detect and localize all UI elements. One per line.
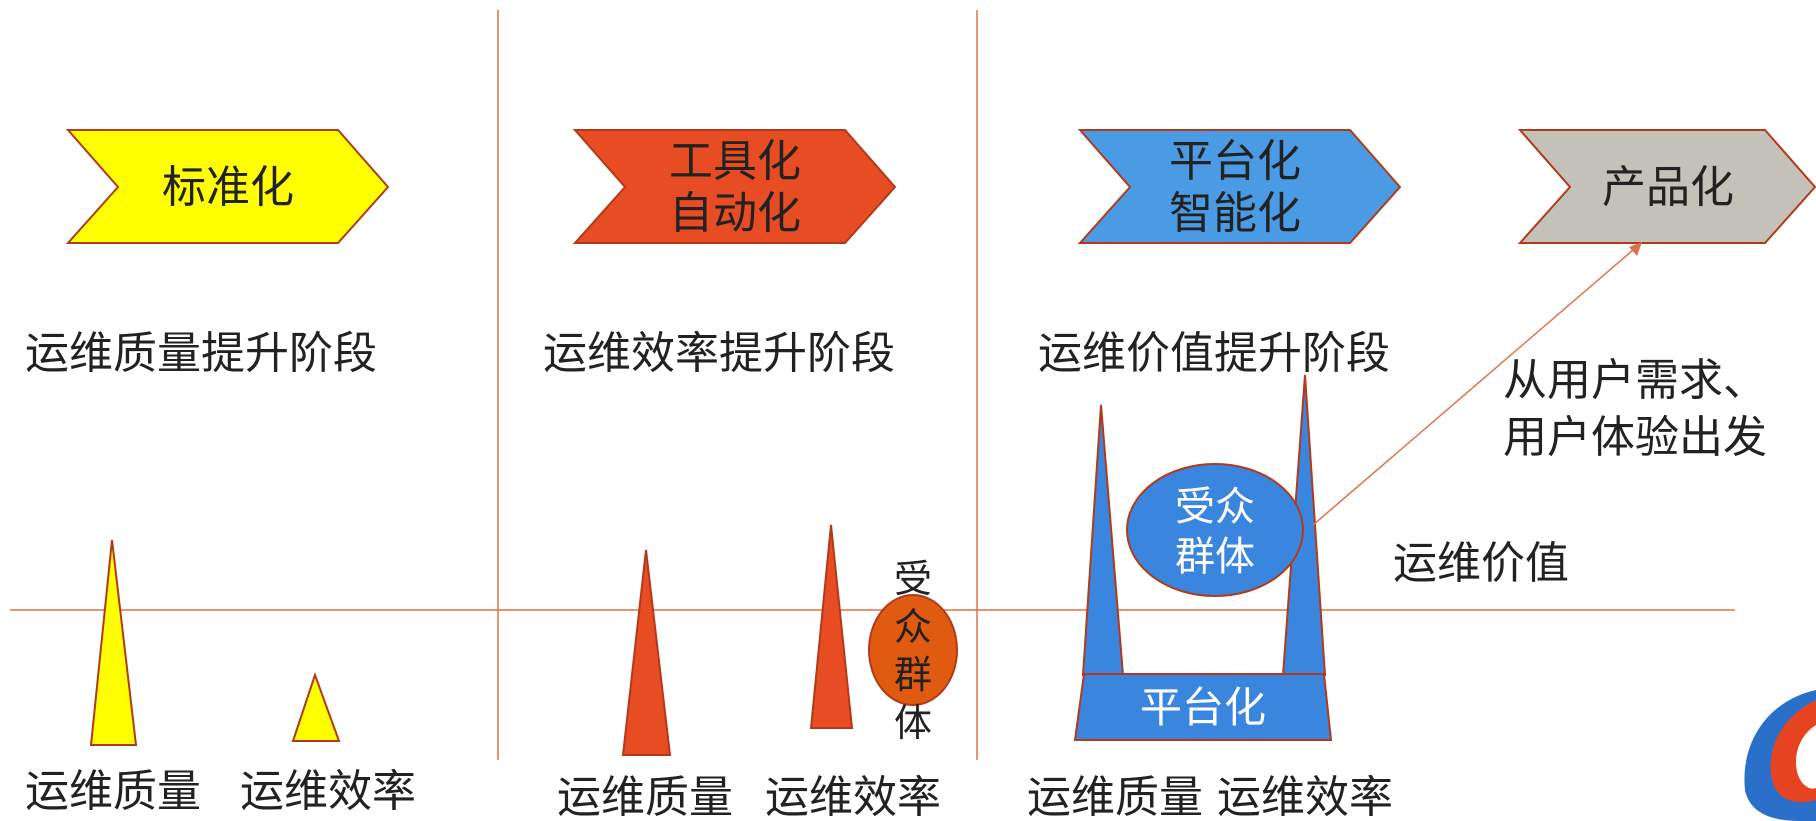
chevron-stage-3 [1077,129,1402,244]
audience-vertical-char-1: 受 [894,557,932,601]
stage-1-quality-label: 运维质量 [25,766,201,817]
platform-pillar-left [1081,404,1125,676]
audience-circle-stage-3-line-1: 受众 [1175,484,1255,530]
value-label: 运维价值 [1393,538,1569,589]
stage-3-title: 运维价值提升阶段 [1038,328,1390,379]
growth-arrow-head [1629,242,1642,256]
stage-3-bottom-label: 运维质量 运维效率 [1027,772,1393,821]
chevron-stage-1 [65,129,390,244]
chevron-stage-2-line-1: 工具化 [669,136,801,187]
audience-circle-stage-2 [868,594,958,706]
chevron-stage-4-line-1: 产品化 [1602,162,1734,213]
stage-2-quality-label: 运维质量 [557,772,733,821]
audience-circle-stage-3-line-2: 群体 [1175,534,1255,580]
chevron-stage-1-line-1: 标准化 [162,162,294,213]
stage-1-efficiency-label: 运维效率 [240,766,416,817]
logo-icon [1744,690,1816,821]
quality-spike-stage-1 [89,539,138,746]
quality-spike-stage-2 [621,549,672,756]
growth-arrow [1312,243,1641,526]
audience-vertical-char-4: 体 [894,701,932,745]
efficiency-spike-stage-1 [291,671,341,742]
stage-2-efficiency-label: 运维效率 [765,772,941,821]
audience-vertical-char-2: 众 [894,605,932,649]
chevron-stage-2-line-2: 自动化 [669,188,801,239]
chevron-stage-4 [1517,129,1816,244]
stage-2-title: 运维效率提升阶段 [543,328,895,379]
platform-base-label: 平台化 [1140,683,1266,732]
annotation-line-1: 从用户需求、 [1503,355,1767,406]
audience-circle-stage-3 [1126,463,1304,597]
audience-vertical-char-3: 群 [894,653,932,697]
efficiency-spike-stage-2 [809,524,854,729]
platform-base [1073,673,1333,741]
stage-1-title: 运维质量提升阶段 [25,328,377,379]
annotation-line-2: 用户体验出发 [1503,412,1767,463]
chevron-stage-3-line-2: 智能化 [1169,188,1301,239]
chevron-stage-2 [572,129,897,244]
chevron-stage-3-line-1: 平台化 [1169,136,1301,187]
